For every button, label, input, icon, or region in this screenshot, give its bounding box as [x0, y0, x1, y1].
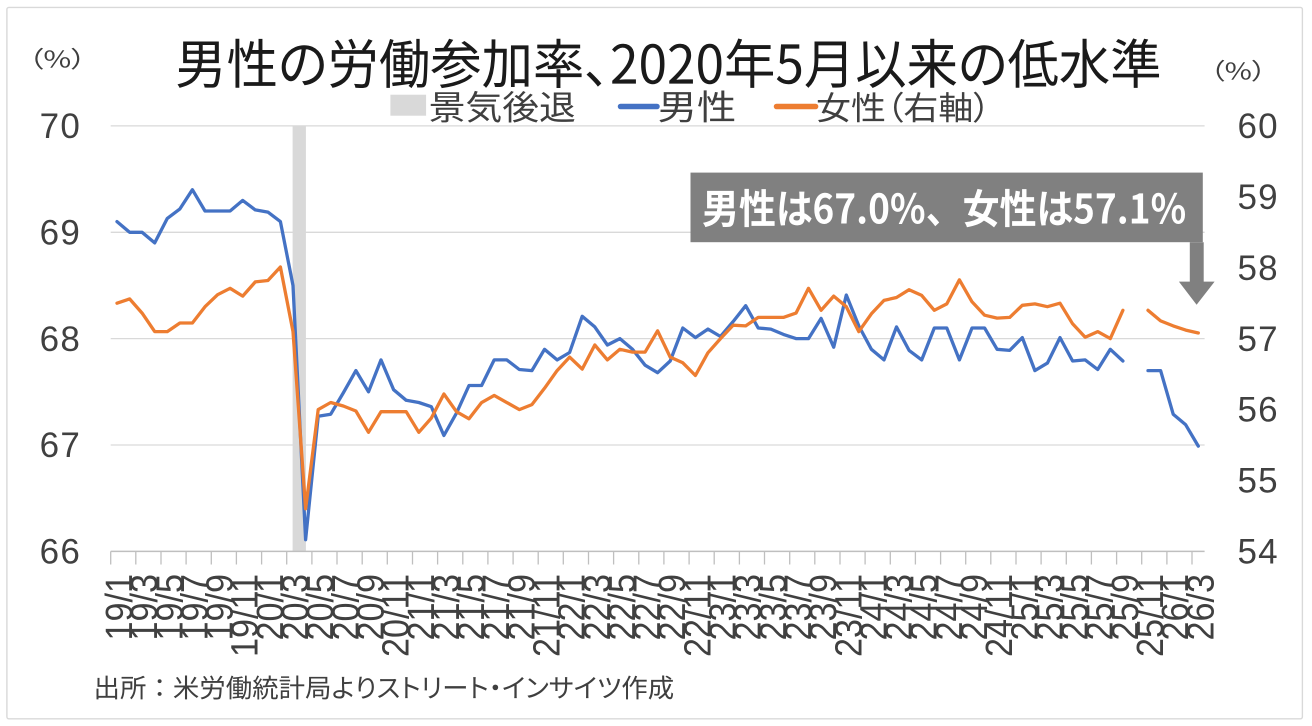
svg-text:56: 56 — [1238, 391, 1279, 430]
svg-text:25/7: 25/7 — [1078, 574, 1121, 641]
svg-text:21/7: 21/7 — [475, 574, 518, 641]
svg-text:20/7: 20/7 — [324, 574, 367, 641]
svg-text:20/1: 20/1 — [248, 574, 291, 641]
svg-text:23/9: 23/9 — [801, 574, 844, 641]
svg-text:25/11: 25/11 — [1128, 574, 1171, 657]
svg-text:23/3: 23/3 — [726, 574, 769, 641]
svg-text:22/1: 22/1 — [550, 574, 593, 641]
svg-text:19/5: 19/5 — [148, 574, 191, 641]
svg-text:22/7: 22/7 — [625, 574, 668, 641]
svg-text:23/1: 23/1 — [701, 574, 744, 641]
svg-text:24/9: 24/9 — [952, 574, 995, 641]
svg-text:21/1: 21/1 — [399, 574, 442, 641]
svg-text:26/3: 26/3 — [1179, 574, 1222, 641]
svg-text:20/11: 20/11 — [374, 574, 417, 657]
svg-text:21/3: 21/3 — [424, 574, 467, 641]
svg-text:25/5: 25/5 — [1053, 574, 1096, 641]
svg-text:22/9: 22/9 — [651, 574, 694, 641]
svg-text:25/9: 25/9 — [1103, 574, 1146, 641]
svg-text:22/5: 22/5 — [600, 574, 643, 641]
svg-text:20/3: 20/3 — [273, 574, 316, 641]
svg-text:24/3: 24/3 — [877, 574, 920, 641]
svg-text:20/9: 20/9 — [349, 574, 392, 641]
svg-text:54: 54 — [1238, 533, 1279, 572]
svg-text:60: 60 — [1238, 107, 1279, 146]
svg-text:69: 69 — [40, 213, 81, 252]
svg-text:21/5: 21/5 — [449, 574, 492, 641]
svg-text:25/3: 25/3 — [1028, 574, 1071, 641]
svg-text:19/1: 19/1 — [97, 574, 140, 641]
svg-text:23/11: 23/11 — [827, 574, 870, 657]
svg-text:20/5: 20/5 — [299, 574, 342, 641]
svg-text:21/11: 21/11 — [525, 574, 568, 657]
svg-text:19/11: 19/11 — [223, 574, 266, 657]
svg-text:19/9: 19/9 — [198, 574, 241, 641]
svg-text:66: 66 — [40, 533, 81, 572]
svg-text:23/7: 23/7 — [776, 574, 819, 641]
svg-text:58: 58 — [1238, 249, 1279, 288]
svg-text:21/9: 21/9 — [500, 574, 543, 641]
svg-text:70: 70 — [40, 107, 81, 146]
svg-text:25/1: 25/1 — [1003, 574, 1046, 641]
svg-text:23/5: 23/5 — [751, 574, 794, 641]
svg-text:22/3: 22/3 — [575, 574, 618, 641]
svg-text:24/5: 24/5 — [902, 574, 945, 641]
svg-text:24/11: 24/11 — [977, 574, 1020, 657]
svg-text:24/7: 24/7 — [927, 574, 970, 641]
svg-text:22/11: 22/11 — [676, 574, 719, 657]
svg-text:19/7: 19/7 — [173, 574, 216, 641]
svg-text:68: 68 — [40, 320, 81, 359]
svg-text:57: 57 — [1238, 320, 1279, 359]
svg-text:67: 67 — [40, 426, 81, 465]
svg-text:24/1: 24/1 — [852, 574, 895, 641]
svg-text:55: 55 — [1238, 462, 1279, 501]
svg-text:59: 59 — [1238, 178, 1279, 217]
svg-text:26/1: 26/1 — [1154, 574, 1197, 641]
svg-text:19/3: 19/3 — [122, 574, 165, 641]
